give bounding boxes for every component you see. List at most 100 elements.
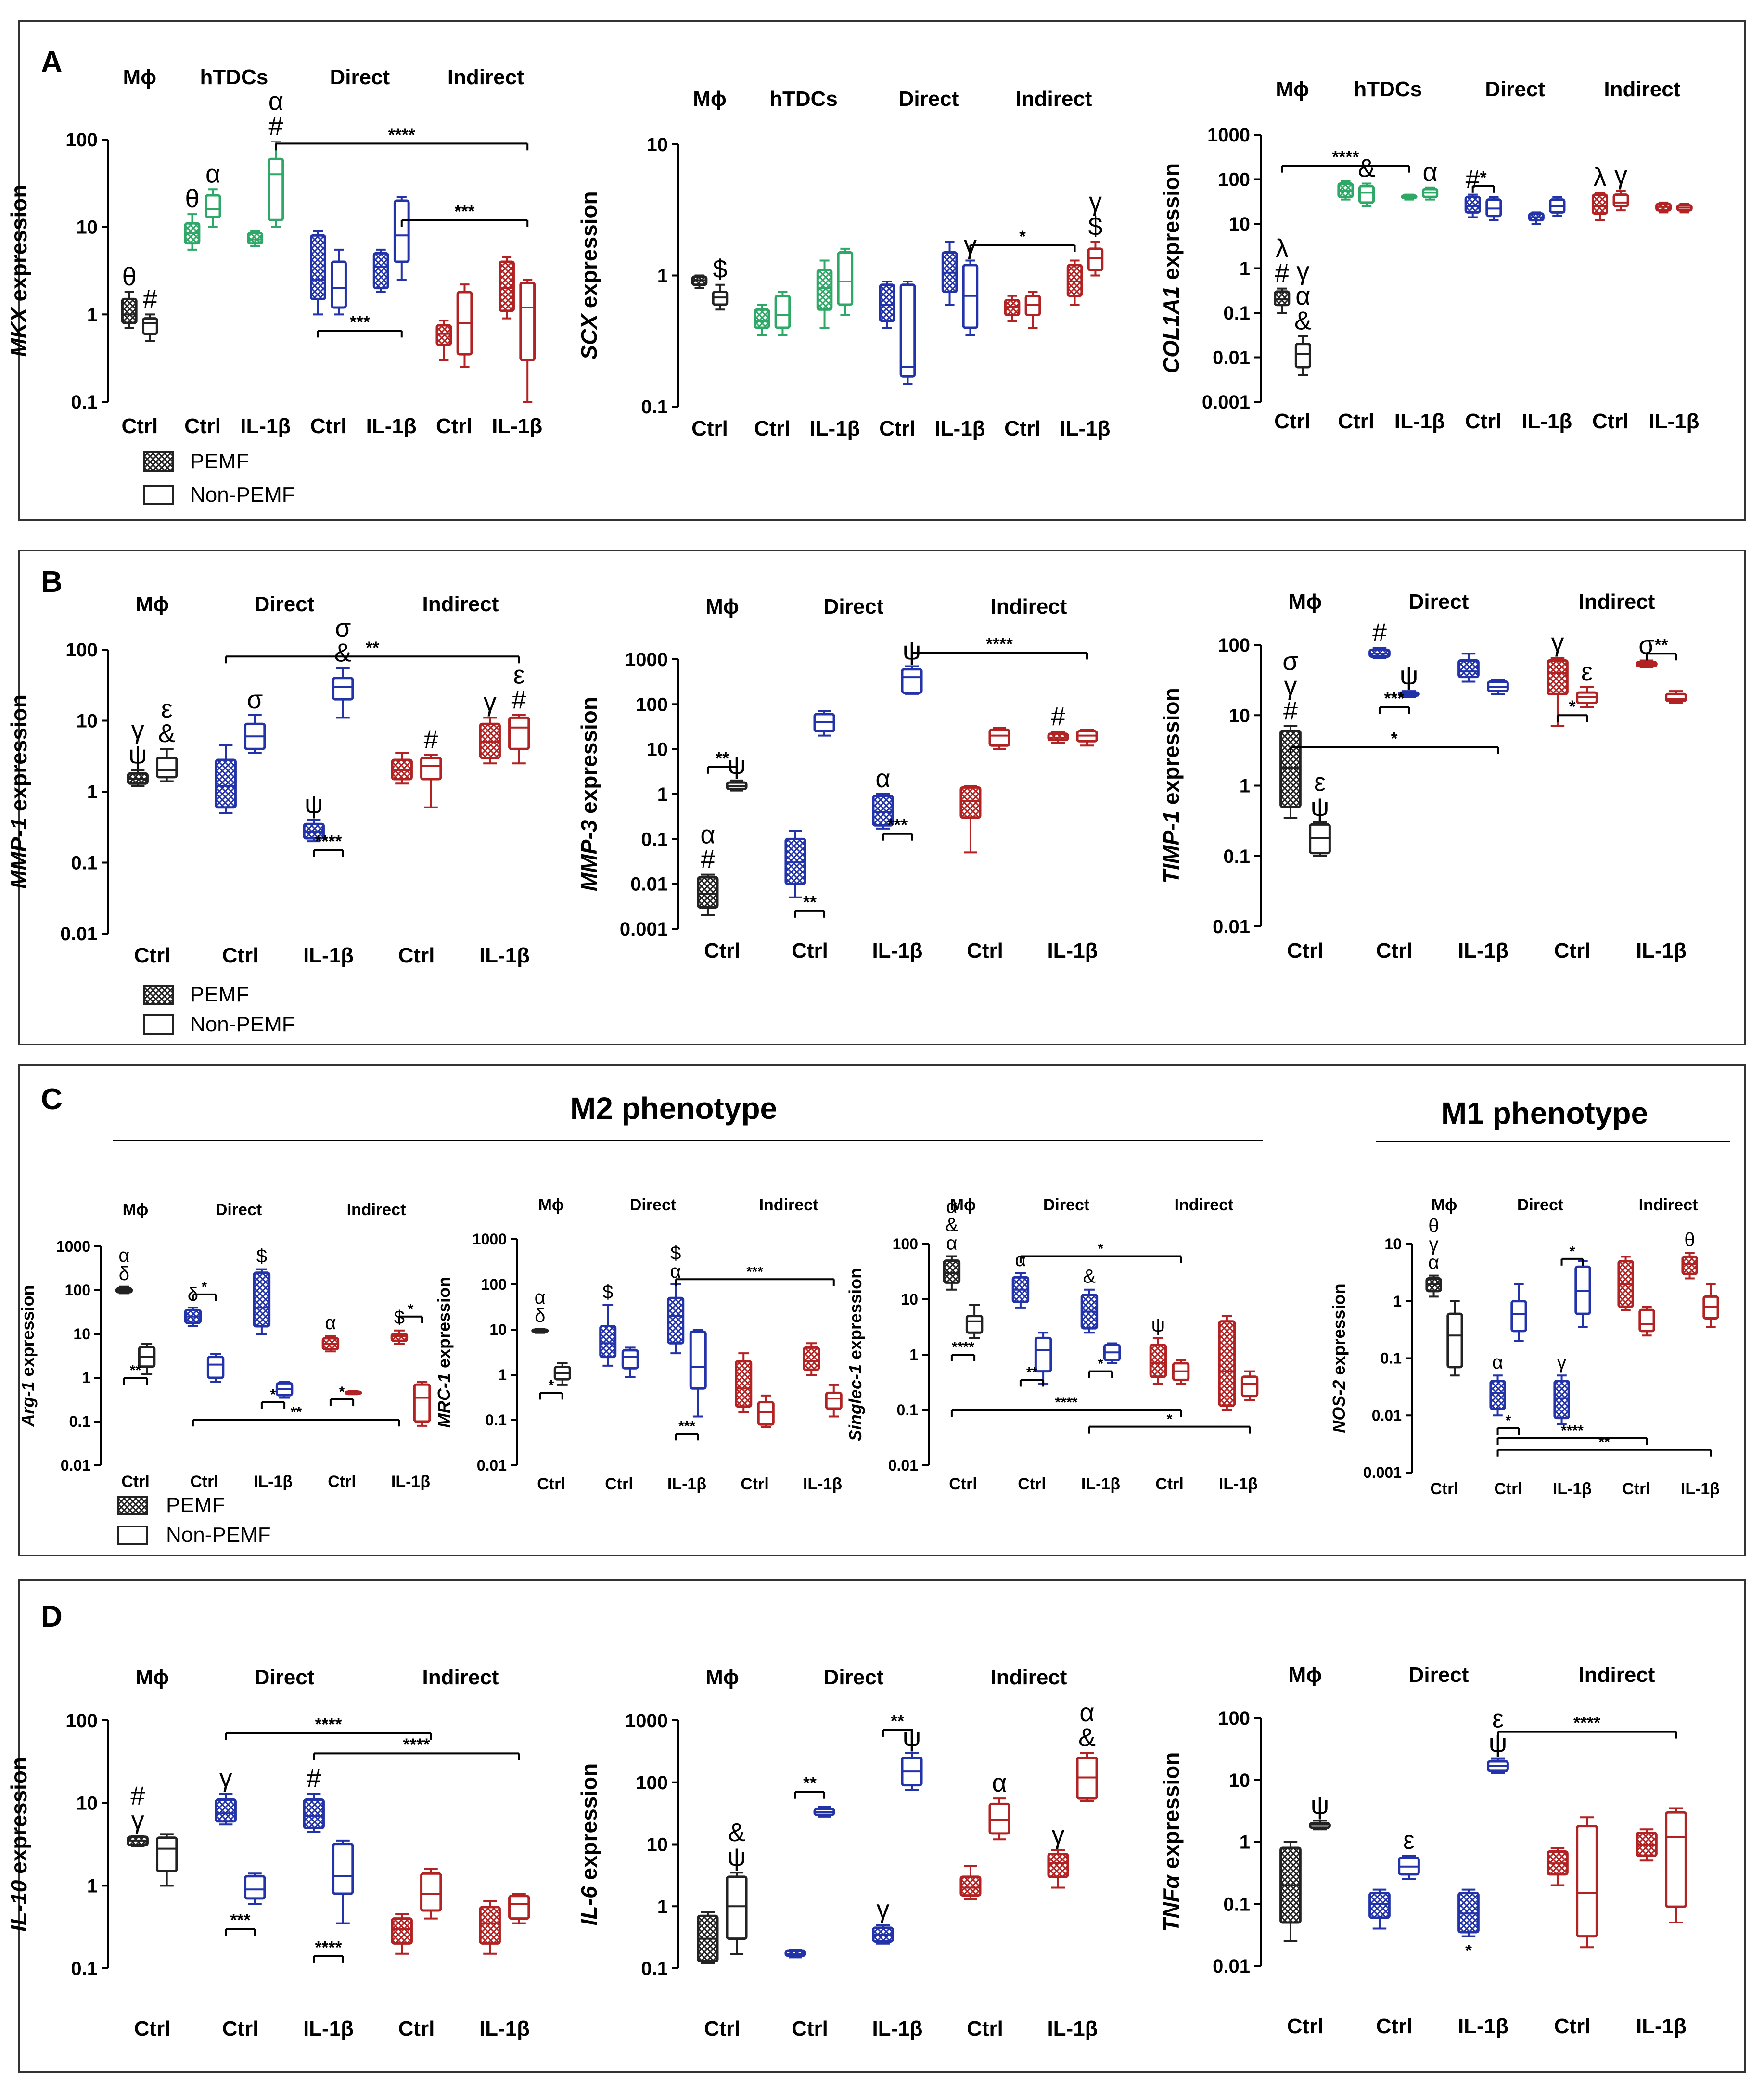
box-blue-pemf: # [303, 1764, 325, 1833]
significance-symbol: ψ [728, 751, 746, 780]
box-black-nonpemf [965, 1304, 984, 1339]
y-tick-label: 10 [77, 217, 98, 238]
box-body [901, 668, 923, 694]
significance-symbol: # [424, 725, 438, 754]
y-tick-label: 0.1 [486, 1411, 507, 1429]
y-axis-label-suffix: expression [845, 1268, 865, 1364]
significance-bracket: * [1560, 1244, 1584, 1266]
y-axis-label-suffix: expression [1329, 1283, 1349, 1380]
y-tick-label: 100 [636, 1772, 668, 1794]
significance-bracket: **** [950, 1395, 1182, 1417]
significance-symbol: & [334, 638, 352, 667]
x-tick-label: Ctrl [704, 2017, 741, 2040]
significance-symbol: # [1051, 702, 1065, 731]
significance-symbol: γ [1051, 1821, 1064, 1849]
x-tick-label: IL-1β [254, 1473, 293, 1491]
box-body [310, 234, 326, 300]
x-tick-label: Ctrl [1376, 939, 1413, 962]
box-body [988, 1802, 1010, 1835]
x-tick-label: IL-1β [1047, 939, 1098, 962]
box-blue-nonpemf: ψ [901, 1723, 923, 1791]
x-tick-label: Ctrl [792, 2017, 828, 2040]
significance-label: * [1167, 1411, 1173, 1427]
significance-bracket: **** [1496, 1423, 1648, 1445]
box-blue-nonpemf [206, 1353, 225, 1383]
group-label: Direct [824, 595, 884, 618]
significance-bracket: * [1496, 1413, 1520, 1435]
group-label: Direct [255, 1666, 315, 1689]
box-body [959, 786, 982, 819]
significance-symbol: ψ [1151, 1314, 1165, 1335]
box-body [1279, 730, 1302, 808]
significance-label: *** [350, 312, 370, 332]
y-tick-label: 10 [73, 1325, 90, 1343]
box-body [391, 1917, 413, 1945]
box-body [1004, 298, 1021, 317]
box-body [247, 231, 264, 245]
box-black-pemf: γ# [127, 1782, 149, 1847]
x-tick-label: IL-1β [803, 1475, 842, 1493]
box-body [784, 837, 806, 885]
box-body [499, 260, 515, 312]
group-label: Indirect [1639, 1196, 1698, 1214]
box-body [1464, 195, 1481, 214]
y-tick-label: 1000 [1207, 125, 1250, 146]
significance-bracket: *** [225, 1910, 256, 1936]
box-blue-nonpemf [393, 196, 410, 281]
chart-arg1: 0.01 0.1 1 10 100 1000 Arg-1 expression Mϕ Direc… [18, 1201, 431, 1491]
box-blue-nonpemf: ψ [1398, 661, 1420, 698]
group-label: Indirect [447, 65, 524, 89]
significance-label: ** [716, 748, 729, 768]
box-red-nonpemf [1576, 1816, 1598, 1949]
significance-label: * [408, 1301, 414, 1317]
significance-label: **** [1332, 147, 1359, 167]
box-blue-pemf: γ [1553, 1352, 1570, 1425]
x-tick-label: IL-1β [1636, 939, 1687, 962]
box-black-pemf: θ [121, 262, 138, 329]
charts-layer: 0.1 1 10 100 MKX expression Mϕ hTDCs Direct Indi… [6, 65, 1720, 2040]
significance-label: * [339, 1384, 345, 1400]
x-tick-label: IL-1β [1521, 410, 1572, 433]
significance-symbol: $ [713, 255, 727, 284]
significance-bracket: **** [1497, 1713, 1677, 1739]
significance-symbol: & [1078, 1723, 1096, 1752]
box-body [479, 722, 501, 759]
y-tick-label: 0.1 [1223, 1894, 1250, 1915]
box-red-pemf [435, 320, 452, 361]
m1-phenotype-title: M1 phenotype [1441, 1096, 1648, 1130]
box-blue-pemf: # [1368, 618, 1391, 659]
box-blue-pemf: γ [872, 1895, 894, 1945]
y-tick-label: 100 [65, 1710, 98, 1731]
y-axis-label: MMP-1 expression [6, 694, 31, 889]
y-axis-label-gene: TIMP-1 [1159, 811, 1184, 884]
box-red-pemf [1617, 1256, 1634, 1311]
group-label: Direct [1409, 1663, 1469, 1687]
y-axis-label-gene: Singlec-1 [845, 1364, 865, 1441]
significance-symbol: α [268, 87, 283, 116]
legend-pemf-swatch [117, 1496, 148, 1515]
significance-symbol: δ [119, 1263, 129, 1284]
y-axis-label: Singlec-1 expression [845, 1268, 865, 1441]
chart-siglec1: 0.01 0.1 1 10 100 Singlec-1 expression Mϕ Direc… [845, 1196, 1259, 1493]
y-tick-label: 1000 [473, 1231, 507, 1248]
x-tick-label: IL-1β [667, 1475, 706, 1493]
box-red-pemf [959, 1865, 982, 1900]
significance-bracket: * [1289, 729, 1499, 754]
significance-label: **** [1573, 1713, 1600, 1733]
significance-bracket: **** [275, 125, 529, 151]
box-red-nonpemf [1638, 1306, 1655, 1337]
significance-symbol: # [143, 284, 157, 313]
significance-symbol: α [670, 1261, 681, 1282]
x-tick-label: IL-1β [479, 944, 530, 967]
x-tick-label: Ctrl [1274, 410, 1311, 433]
box-body [988, 728, 1010, 747]
significance-symbol: # [512, 685, 526, 714]
y-tick-label: 0.1 [641, 1958, 668, 1979]
significance-symbol: δ [535, 1305, 545, 1326]
significance-symbol: ε [1403, 1826, 1415, 1855]
significance-label: *** [1384, 689, 1404, 708]
box-red-nonpemf [344, 1390, 362, 1396]
box-body [754, 308, 770, 329]
legend-non-pemf-swatch [117, 1526, 148, 1545]
y-tick-label: 0.01 [630, 874, 668, 895]
